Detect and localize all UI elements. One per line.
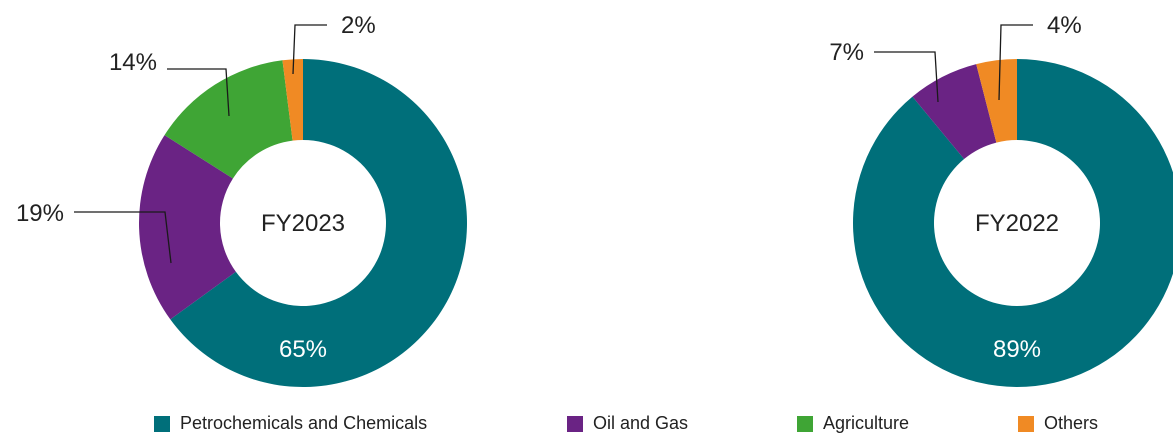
legend-label-agriculture: Agriculture xyxy=(823,413,910,433)
leader-line-fy2022-others xyxy=(998,24,1033,101)
slice-fy2023-oil-gas xyxy=(139,135,236,320)
legend-swatch-petrochemicals xyxy=(154,415,170,432)
legend-label-petrochemicals: Petrochemicals and Chemicals xyxy=(180,413,428,433)
legend-item-petrochemicals: Petrochemicals and Chemicals xyxy=(154,413,427,434)
leader-line-fy2022-oil-gas xyxy=(874,51,939,103)
slice-fy2022-others xyxy=(976,59,1017,143)
legend-swatch-others xyxy=(1018,415,1034,432)
center-label-fy2023: FY2023 xyxy=(261,210,345,237)
data-label-fy2023-petrochemicals: 65% xyxy=(279,336,327,363)
leader-line-fy2023-oil-gas xyxy=(74,211,172,264)
leader-line-fy2023-agriculture xyxy=(167,68,230,117)
center-label-fy2022: FY2022 xyxy=(975,210,1059,237)
legend-swatch-agriculture xyxy=(797,415,813,432)
data-label-fy2022-others: 4% xyxy=(1047,12,1082,39)
data-label-fy2023-oil-gas: 19% xyxy=(16,200,64,227)
legend-item-agriculture: Agriculture xyxy=(797,413,909,434)
data-label-fy2023-agriculture: 14% xyxy=(109,49,157,76)
slice-fy2022-oil-gas xyxy=(912,64,997,160)
legend-label-oil-gas: Oil and Gas xyxy=(593,413,689,433)
legend-item-others: Others xyxy=(1018,413,1098,434)
slice-fy2023-petrochemicals xyxy=(170,59,467,387)
slice-fy2022-petrochemicals xyxy=(853,59,1173,387)
chart-legend: Petrochemicals and Chemicals Oil and Gas… xyxy=(0,413,1173,433)
slice-fy2023-others xyxy=(282,59,303,141)
data-label-fy2022-petrochemicals: 89% xyxy=(993,336,1041,363)
slice-fy2023-agriculture xyxy=(164,60,293,179)
leader-line-fy2023-others xyxy=(292,24,327,75)
legend-swatch-oil-gas xyxy=(567,415,583,432)
data-label-fy2022-oil-gas: 7% xyxy=(829,39,864,66)
legend-label-others: Others xyxy=(1044,413,1099,433)
data-label-fy2023-others: 2% xyxy=(341,12,376,39)
legend-item-oil-gas: Oil and Gas xyxy=(567,413,688,434)
